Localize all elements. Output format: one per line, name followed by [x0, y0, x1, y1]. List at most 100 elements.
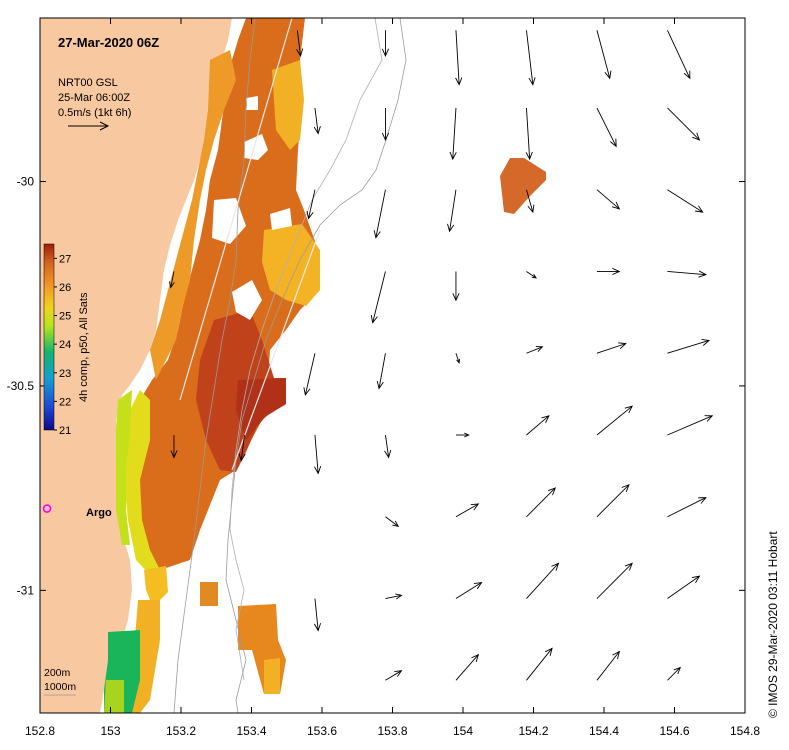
current-vector-arrow [526, 562, 560, 599]
current-vector-arrow [667, 415, 714, 436]
current-vector-arrow [296, 30, 304, 57]
colorbar-tick-label: 27 [59, 253, 71, 265]
current-vector-arrow [596, 267, 621, 276]
isobath-lines [173, 17, 407, 714]
current-vector-arrow [381, 107, 390, 142]
map-panel [39, 17, 746, 714]
current-vector-arrow [455, 653, 480, 681]
colorbar-tick-label: 23 [59, 368, 71, 380]
isobath-200m [173, 17, 256, 714]
isobath-1000m [225, 17, 407, 714]
current-vector-arrow [596, 189, 621, 210]
current-vector-arrow [170, 435, 178, 459]
current-vector-arrow [596, 107, 617, 148]
current-vector-arrow [455, 30, 463, 86]
x-tick-label: 153 [100, 724, 120, 738]
coastline-land [40, 18, 232, 713]
isobath-legend-200m: 200m [44, 667, 71, 679]
current-vector-arrow [168, 271, 175, 289]
x-tick-label: 153.2 [166, 724, 196, 738]
colorbar-tick-label: 22 [59, 396, 71, 408]
colorbar-ticks: 27 26 25 24 23 22 21 [54, 253, 71, 437]
current-vector-arrow [667, 30, 691, 80]
current-vector-arrow [455, 432, 470, 438]
current-vector-arrow [596, 405, 633, 436]
argo-float-icon [42, 504, 52, 513]
current-vector-arrow [385, 670, 403, 681]
map-title: 27-Mar-2020 06Z [58, 35, 159, 50]
colorbar-label: 4h comp, p50, All Sats [78, 292, 90, 402]
current-vector-arrow [313, 107, 321, 135]
current-vector-arrow [373, 189, 386, 239]
current-vector-arrow [238, 434, 246, 462]
colorbar: 27 26 25 24 23 22 21 4h comp, p50, All Sats [43, 243, 90, 437]
current-vector-arrow [526, 415, 550, 436]
product-line-1: NRT00 GSL [58, 77, 118, 89]
current-vector-arrow [455, 353, 460, 364]
product-line-2: 25-Mar 06:00Z [58, 92, 130, 104]
y-tick-label: -30.5 [7, 379, 35, 393]
argo-label: Argo [86, 507, 112, 519]
current-vector-arrow [447, 189, 457, 233]
colorbar-tick-label: 25 [59, 311, 71, 323]
current-vector-arrow [370, 271, 386, 324]
argo-float-marker: Argo [42, 504, 112, 519]
current-vector-arrow [455, 581, 483, 599]
x-tick-label: 153.4 [236, 724, 266, 738]
current-vector-arrow [303, 353, 316, 396]
isobath-inner [229, 17, 383, 681]
x-tick-label: 154 [453, 724, 473, 738]
y-axis: -30 -30.5 -31 [7, 175, 745, 597]
current-vector-arrow [526, 271, 537, 279]
current-vector-arrow [384, 434, 392, 459]
current-vector-arrow [452, 271, 460, 302]
y-tick-label: -31 [17, 583, 35, 597]
colorbar-tick-label: 26 [59, 282, 71, 294]
colorbar-gradient [43, 243, 55, 431]
x-tick-label: 154.4 [589, 724, 619, 738]
x-tick-label: 153.6 [307, 724, 337, 738]
current-vector-arrow [596, 30, 612, 80]
current-vector-arrow [306, 189, 316, 220]
current-vector-arrow [381, 30, 390, 57]
current-vector-arrow [449, 107, 457, 161]
current-vector-arrow [313, 598, 322, 632]
current-vector-arrow [314, 434, 322, 475]
current-vector-arrow [455, 503, 480, 518]
x-tick-label: 154.6 [659, 724, 689, 738]
colorbar-tick-label: 24 [59, 339, 71, 351]
current-vector-arrow [525, 107, 533, 161]
current-vector-arrow [667, 497, 707, 518]
current-vector-arrow [526, 487, 557, 518]
x-tick-label: 153.8 [377, 724, 407, 738]
current-vectors [168, 30, 714, 681]
imos-credit: © IMOS 29-Mar-2020 03:11 Hobart [766, 531, 780, 718]
current-vector-arrow [667, 189, 704, 213]
x-tick-label: 154.2 [518, 724, 548, 738]
current-vector-arrow [596, 650, 621, 681]
current-vector-arrow [526, 346, 544, 354]
current-vector-arrow [385, 593, 403, 600]
current-vector-arrow [667, 666, 682, 681]
current-vector-arrow [667, 107, 701, 141]
product-line-3: 0.5m/s (1kt 6h) [58, 107, 131, 119]
y-tick-label: -30 [17, 175, 35, 189]
current-vector-arrow [526, 647, 553, 681]
current-vector-arrow [596, 342, 627, 354]
isobath-legend-1000m: 1000m [44, 681, 76, 693]
current-vector-arrow [667, 339, 711, 354]
x-axis: 152.8 153 153.2 153.4 153.6 153.8 154 154.2 154.… [25, 18, 760, 738]
x-tick-label: 154.8 [730, 724, 760, 738]
current-vector-arrow [667, 270, 707, 278]
sst-field [104, 18, 546, 713]
scale-arrow-icon [68, 121, 110, 131]
current-vector-arrow [596, 483, 630, 518]
current-vector-arrow [526, 189, 535, 214]
satellite-track [179, 17, 293, 401]
colorbar-tick-label: 21 [59, 425, 71, 437]
current-vector-arrow [385, 516, 400, 528]
current-vector-arrow [667, 575, 701, 599]
x-tick-label: 152.8 [25, 724, 55, 738]
current-vector-arrow [526, 30, 536, 86]
